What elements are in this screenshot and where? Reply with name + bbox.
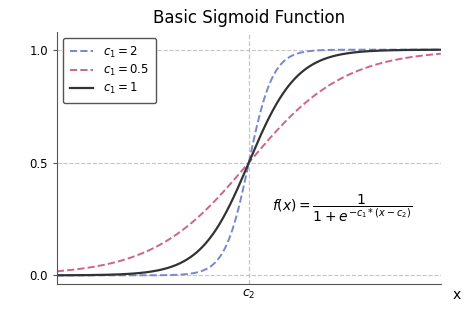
$c_1 = 0.5$: [122, 258, 128, 261]
$c_1 = 0.5$: [54, 270, 60, 273]
$c_1 = 1$: [343, 52, 349, 55]
$c_1 = 1$: [438, 48, 444, 52]
$c_1 = 1$: [228, 202, 233, 205]
$c_1 = 1$: [153, 269, 158, 273]
$c_1 = 2$: [280, 60, 286, 64]
$c_1 = 2$: [122, 273, 128, 277]
Line: $c_1 = 2$: $c_1 = 2$: [57, 50, 441, 275]
$c_1 = 0.5$: [310, 94, 316, 98]
Text: x: x: [452, 288, 461, 301]
$c_1 = 0.5$: [343, 74, 349, 78]
$c_1 = 1$: [122, 272, 128, 276]
$c_1 = 1$: [280, 91, 286, 95]
$c_1 = 0.5$: [438, 52, 444, 56]
Text: $c_2$: $c_2$: [242, 288, 255, 301]
Text: $f(x) = \dfrac{1}{1 + e^{-c_1 * (x - c_2)}}$: $f(x) = \dfrac{1}{1 + e^{-c_1 * (x - c_2…: [272, 193, 412, 224]
$c_1 = 2$: [228, 233, 233, 237]
Line: $c_1 = 1$: $c_1 = 1$: [57, 50, 441, 275]
$c_1 = 1$: [54, 273, 60, 277]
$c_1 = 2$: [153, 273, 158, 277]
$c_1 = 2$: [343, 48, 349, 52]
$c_1 = 2$: [310, 49, 316, 52]
$c_1 = 1$: [310, 62, 316, 66]
Legend: $c_1 = 2$, $c_1 = 0.5$, $c_1 = 1$: $c_1 = 2$, $c_1 = 0.5$, $c_1 = 1$: [63, 38, 156, 103]
Title: Basic Sigmoid Function: Basic Sigmoid Function: [153, 9, 345, 27]
$c_1 = 2$: [438, 48, 444, 52]
$c_1 = 0.5$: [153, 245, 158, 249]
$c_1 = 2$: [54, 273, 60, 277]
Line: $c_1 = 0.5$: $c_1 = 0.5$: [57, 54, 441, 271]
$c_1 = 0.5$: [280, 122, 286, 126]
$c_1 = 0.5$: [228, 182, 233, 185]
